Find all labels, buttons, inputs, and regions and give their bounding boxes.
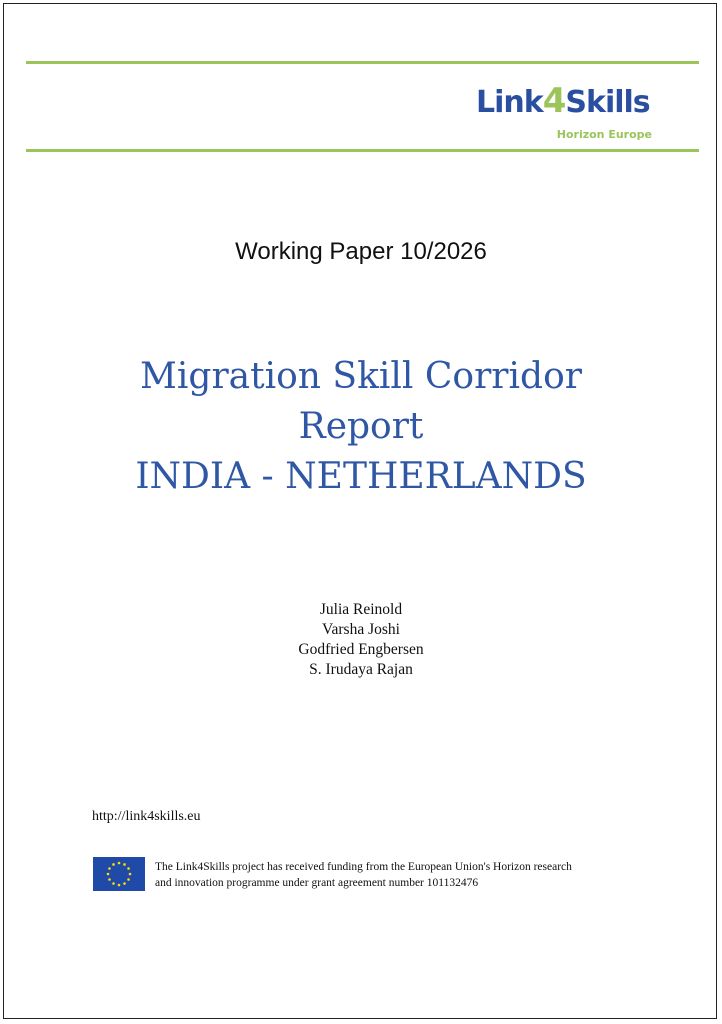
eu-star xyxy=(117,883,121,887)
bottom-divider xyxy=(26,149,699,152)
report-title: Migration Skill Corridor Report INDIA - … xyxy=(0,352,722,502)
funding-line: and innovation programme under grant agr… xyxy=(155,877,479,889)
top-divider xyxy=(26,61,699,64)
eu-star xyxy=(106,872,110,876)
document-page: Link4Skills Horizon Europe xyxy=(3,3,717,1019)
eu-star xyxy=(127,867,130,870)
eu-star xyxy=(112,882,115,885)
logo-subtext: Horizon Europe xyxy=(556,128,652,141)
eu-star xyxy=(117,861,121,865)
link4skills-logo: Link4Skills Horizon Europe xyxy=(476,82,656,146)
eu-star xyxy=(108,878,111,881)
logo-wordmark: Link4Skills xyxy=(476,81,651,121)
author-list: Julia Reinold Varsha Joshi Godfried Engb… xyxy=(0,600,722,680)
author: Godfried Engbersen xyxy=(298,641,424,658)
eu-star xyxy=(112,863,115,866)
eu-star xyxy=(128,872,132,876)
eu-flag-icon xyxy=(93,857,145,891)
funding-line: The Link4Skills project has received fun… xyxy=(155,861,572,873)
project-url-link[interactable]: http://link4skills.eu xyxy=(92,809,201,824)
title-line: Report xyxy=(298,406,424,447)
author: Julia Reinold xyxy=(319,601,403,618)
eu-star xyxy=(123,863,126,866)
funding-statement: The Link4Skills project has received fun… xyxy=(155,859,572,891)
eu-star xyxy=(108,867,111,870)
eu-star xyxy=(127,878,130,881)
title-line: Migration Skill Corridor xyxy=(140,356,582,397)
title-line: INDIA - NETHERLANDS xyxy=(135,456,587,497)
author: Varsha Joshi xyxy=(322,621,400,638)
author: S. Irudaya Rajan xyxy=(309,661,413,678)
eu-star xyxy=(123,882,126,885)
working-paper-number: Working Paper 10/2026 xyxy=(235,238,487,265)
